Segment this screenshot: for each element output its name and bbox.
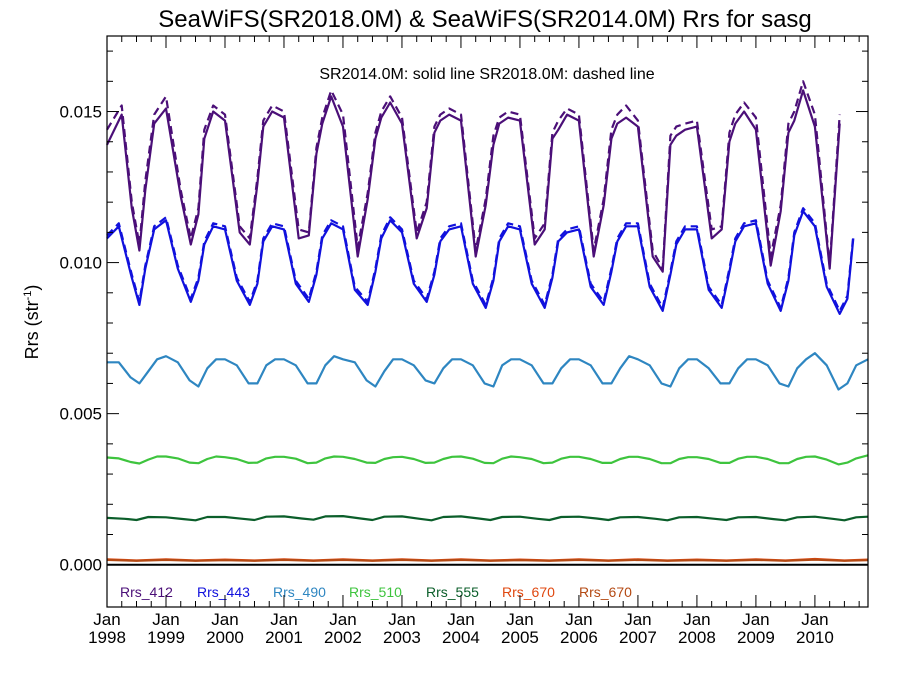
x-tick-label-month: Jan [742,610,769,629]
x-tick-label-month: Jan [624,610,651,629]
x-tick-label-month: Jan [388,610,415,629]
legend-entry-0: Rrs_412 [120,584,173,600]
y-tick-label: 0.005 [59,405,102,424]
series-line-rrs-555-solid-4 [106,514,869,522]
series-line-rrs-443-dashed-1 [106,207,855,312]
series-line-rrs-510-solid-3 [106,454,869,466]
x-tick-label-year: 2005 [501,628,539,647]
x-tick-label-year: 2008 [678,628,716,647]
plot-area [106,80,869,566]
x-tick-label-year: 2006 [560,628,598,647]
x-tick-label-year: 2009 [737,628,775,647]
x-tick-label-year: 1999 [147,628,185,647]
x-tick-label-month: Jan [565,610,592,629]
x-tick-label-year: 2001 [265,628,303,647]
x-tick-label-month: Jan [211,610,238,629]
y-tick-label: 0.000 [59,556,102,575]
legend-entry-4: Rrs_555 [426,584,479,600]
legend-entry-6: Rrs_670 [579,584,632,600]
x-tick-label-month: Jan [801,610,828,629]
x-tick-label-year: 2003 [383,628,421,647]
x-tick-label-year: 2004 [442,628,480,647]
series-line-rrs-490-solid-2 [107,352,869,391]
y-axis-label-end: ) [22,285,42,291]
axes: 0.0000.0050.0100.015Jan1998Jan1999Jan200… [59,35,869,647]
legend-entry-2: Rrs_490 [273,584,326,600]
y-axis-label-superscript: -1 [22,291,34,301]
x-tick-label-year: 2010 [796,628,834,647]
x-tick-label-month: Jan [683,610,710,629]
x-tick-label-month: Jan [93,610,120,629]
plot-frame [106,35,869,608]
series-line-rrs-670-solid-6 [106,558,869,562]
legend-entry-1: Rrs_443 [197,584,250,600]
x-tick-label-month: Jan [329,610,356,629]
x-tick-label-year: 1998 [88,628,126,647]
chart-title: SeaWiFS(SR2018.0M) & SeaWiFS(SR2014.0M) … [158,6,812,33]
series-line-rrs-412-dashed-0 [106,80,841,270]
y-axis-label: Rrs (str-1) [22,285,42,360]
y-axis-label-main: Rrs (str [22,300,42,359]
x-tick-label-month: Jan [447,610,474,629]
line-style-annotation: SR2014.0M: solid line SR2018.0M: dashed … [319,66,654,83]
y-tick-label: 0.015 [59,103,102,122]
legend-entry-5: Rrs_670 [502,584,555,600]
x-tick-label-month: Jan [270,610,297,629]
x-tick-label-year: 2002 [324,628,362,647]
x-tick-label-month: Jan [506,610,533,629]
y-tick-label: 0.010 [59,254,102,273]
legend: Rrs_412 Rrs_443 Rrs_490 Rrs_510 Rrs_555 Rrs_6… [120,584,632,600]
series-line-rrs-412-solid-0 [106,89,841,273]
x-tick-label-year: 2000 [206,628,244,647]
x-tick-label-month: Jan [152,610,179,629]
legend-entry-3: Rrs_510 [349,584,402,600]
x-tick-label-year: 2007 [619,628,657,647]
